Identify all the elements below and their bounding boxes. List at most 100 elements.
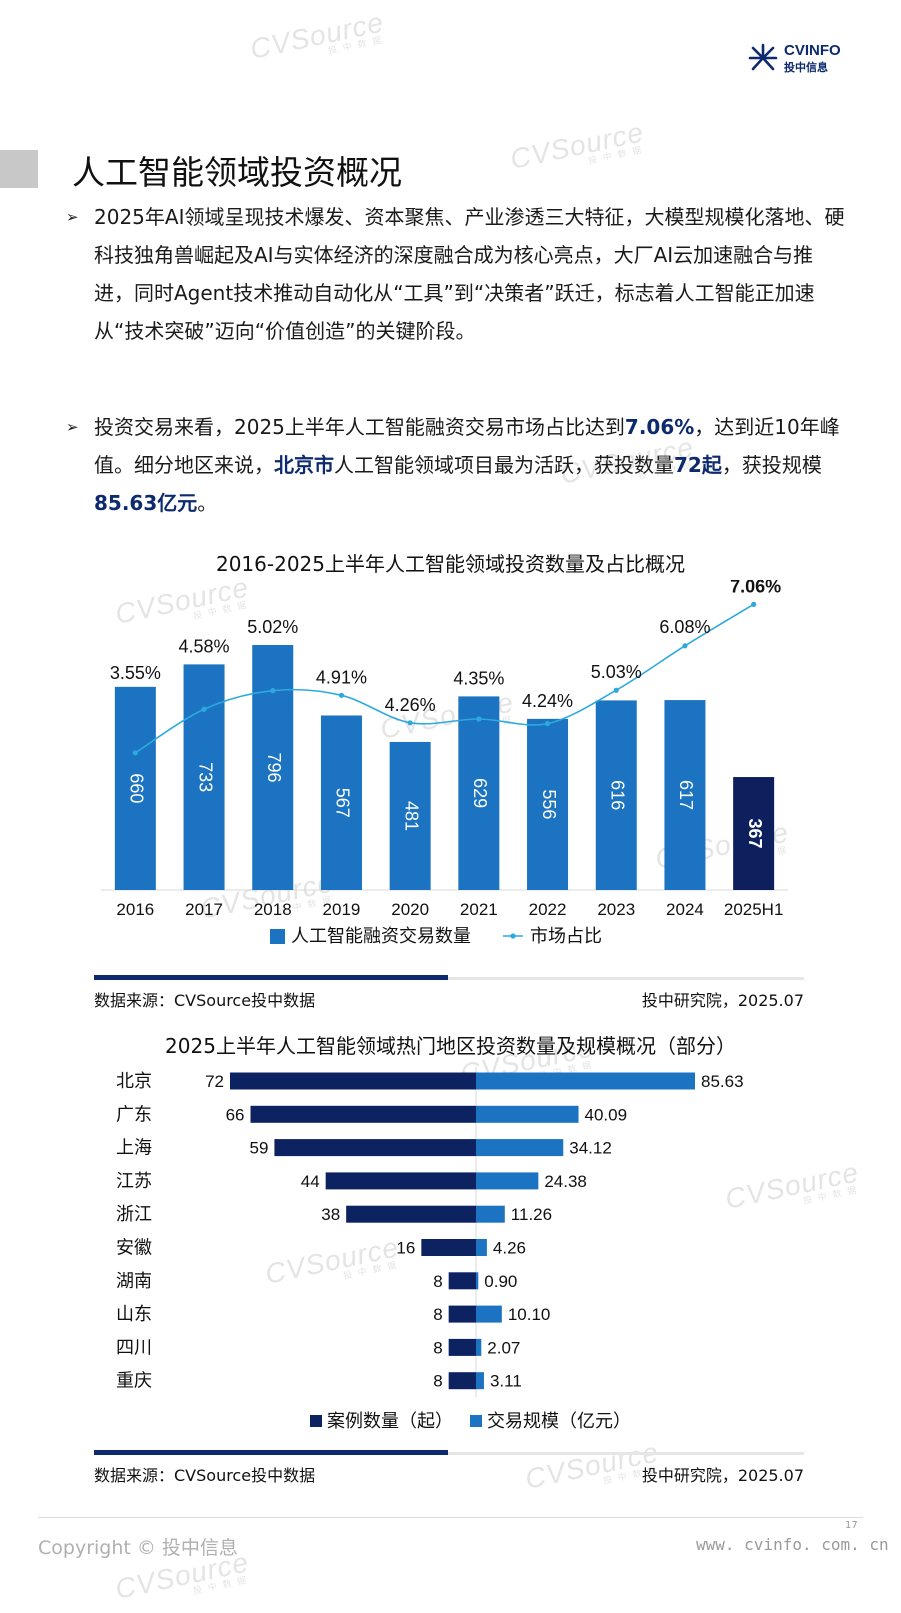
highlight-count: 72起	[674, 453, 722, 477]
page-number: 17	[845, 1520, 858, 1531]
chart2-amount-bar	[476, 1372, 484, 1390]
chart2-count-bar	[325, 1172, 476, 1190]
chart2-count-bar	[448, 1372, 476, 1390]
chart2-count-label: 8	[433, 1305, 442, 1324]
chart1-share-line	[134, 603, 755, 754]
chart1-category-label: 2019	[323, 900, 361, 919]
chart1-bar	[252, 645, 294, 890]
chart1-bar	[458, 696, 500, 890]
logo-subtext: 投中信息	[784, 61, 828, 74]
chart2-amount-bar	[476, 1205, 505, 1223]
chart1-bar-value-label: 481	[401, 801, 421, 831]
chart2-amount-label: 3.11	[490, 1372, 522, 1391]
chart1-line-point	[407, 720, 413, 726]
highlight-share: 7.06%	[624, 415, 695, 439]
chart1-category-label: 2016	[116, 900, 154, 919]
chart1-legend-bar-swatch	[270, 929, 285, 944]
chart1-line-point-label: 3.55%	[110, 663, 161, 683]
chart1-category-label: 2018	[254, 900, 292, 919]
brand-logo: CVINFO 投中信息	[748, 40, 848, 74]
chart1-line-point-label: 6.08%	[659, 617, 710, 637]
chart2-category-label: 浙江	[116, 1204, 152, 1224]
chart1-bar-value-label: 629	[470, 778, 490, 808]
chart2-category-label: 北京	[116, 1071, 152, 1091]
website-link[interactable]: www. cvinfo. com. cn	[696, 1535, 889, 1554]
chart1-line-point	[201, 706, 207, 712]
chart2-count-label: 16	[396, 1239, 415, 1258]
chart2-amount-bar	[476, 1072, 695, 1090]
chart2-count-label: 8	[433, 1338, 442, 1357]
chart1-line-point-label: 7.06%	[730, 580, 781, 596]
chart1-bar	[595, 700, 637, 890]
chart2-count-bar	[274, 1139, 476, 1157]
chart1-line-point-label: 5.03%	[591, 662, 642, 682]
chart2-count-bar	[448, 1305, 476, 1323]
logo-text: CVINFO	[784, 42, 841, 59]
chart1-category-label: 2025H1	[724, 900, 784, 919]
chart1-source-line: 数据来源：CVSource投中数据 投中研究院，2025.07	[94, 987, 804, 1011]
copyright-text: Copyright © 投中信息	[38, 1537, 238, 1559]
chart2-amount-label: 34.12	[569, 1139, 612, 1158]
bullet-text-part: 。	[197, 491, 218, 515]
bullet-arrow-icon: ➢	[66, 418, 79, 436]
chart2-count-label: 8	[433, 1372, 442, 1391]
chart1-bar-value-label: 367	[745, 818, 765, 848]
chart2-source-line: 数据来源：CVSource投中数据 投中研究院，2025.07	[94, 1462, 804, 1486]
chart1-bar-value-label: 660	[127, 773, 147, 803]
chart1-line-point	[682, 643, 688, 649]
chart2-count-label: 44	[301, 1172, 320, 1191]
chart1-line-point	[132, 750, 138, 756]
chart2-category-label: 广东	[116, 1104, 152, 1124]
chart2-category-label: 江苏	[116, 1171, 152, 1191]
chart1-credit: 投中研究院，2025.07	[641, 991, 804, 1010]
chart2-amount-bar	[476, 1139, 564, 1157]
chart1-title: 2016-2025上半年人工智能领域投资数量及占比概况	[215, 552, 685, 576]
chart2-amount-bar	[476, 1105, 579, 1123]
chart1-line-point	[338, 692, 345, 698]
chart2-legend-count-label: 案例数量（起）	[327, 1411, 453, 1431]
chart1-category-label: 2017	[185, 900, 223, 919]
chart2-legend-count-swatch	[310, 1415, 322, 1427]
chart1-line-point-label: 4.91%	[316, 667, 367, 687]
chart2-count-label: 8	[433, 1272, 442, 1291]
chart1-divider	[94, 975, 804, 980]
bullet-text-part: 投资交易来看，2025上半年人工智能融资交易市场占比达到	[94, 415, 625, 439]
chart2-horizontal-bar-chart: 北京 72 85.63 广东 66 40.09 上海 59 34.12 江苏 44 24.38 浙江 38…	[116, 1067, 744, 1431]
chart2-amount-bar	[476, 1338, 482, 1356]
bullet-arrow-icon: ➢	[66, 208, 79, 226]
bullet-text-part: ，达到近10年峰值。细分地区来说，	[94, 415, 840, 477]
chart2-amount-bar	[476, 1272, 479, 1290]
bullet-text-part: ，获投规模	[721, 453, 822, 477]
chart2-category-label: 山东	[116, 1304, 152, 1324]
chart2-amount-bar	[476, 1305, 502, 1323]
chart1-category-label: 2022	[529, 900, 567, 919]
highlight-amount: 85.63亿元	[94, 491, 198, 515]
chart1-bar-value-label: 733	[195, 762, 215, 792]
chart2-amount-label: 85.63	[701, 1072, 744, 1091]
chart1-category-label: 2024	[666, 900, 704, 919]
chart2-divider	[94, 1450, 804, 1455]
bullet-item: ➢ 2025年AI领域呈现技术爆发、资本聚焦、产业渗透三大特征，大模型规模化落地…	[66, 198, 846, 350]
chart2-count-bar	[448, 1338, 476, 1356]
footer-divider	[38, 1517, 863, 1518]
chart1-bar-value-label: 796	[264, 752, 284, 782]
page-title: 人工智能领域投资概况	[72, 153, 402, 192]
chart1-bar	[664, 700, 706, 890]
chart1-legend-bar-label: 人工智能融资交易数量	[291, 926, 471, 946]
chart2-category-label: 湖南	[116, 1271, 152, 1291]
chart2-amount-label: 10.10	[508, 1305, 551, 1324]
chart2-category-label: 四川	[116, 1337, 152, 1357]
chart2-count-label: 59	[249, 1139, 268, 1158]
bullet-item: ➢ 投资交易来看，2025上半年人工智能融资交易市场占比达到7.06%，达到近1…	[66, 408, 846, 522]
chart2-amount-label: 4.26	[493, 1239, 526, 1258]
chart2-count-bar	[230, 1072, 476, 1090]
chart1-bar-line-chart: 660 2016 3.55% 733 2017 796 2018 567 2019 481 2020…	[101, 580, 788, 946]
chart1-line-point-label: 4.26%	[385, 695, 436, 715]
chart1-line-point	[544, 721, 551, 727]
chart1-line-point-label: 5.02%	[247, 617, 298, 637]
chart2-count-label: 66	[226, 1105, 245, 1124]
chart2-count-bar	[346, 1205, 476, 1223]
bullet-text: 2025年AI领域呈现技术爆发、资本聚焦、产业渗透三大特征，大模型规模化落地、硬…	[94, 205, 845, 343]
chart1-bar	[733, 777, 775, 890]
